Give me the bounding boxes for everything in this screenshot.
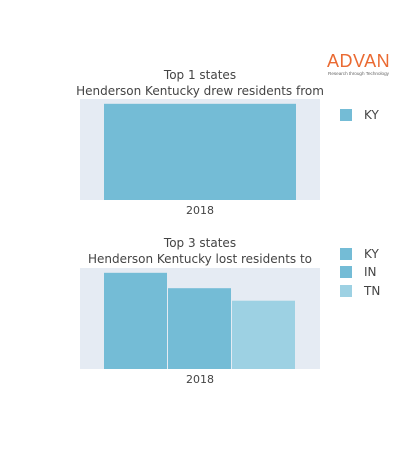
chart-2-subtitle: Henderson Kentucky lost residents to [88,252,312,266]
chart-1-legend: KY [340,108,379,122]
chart-2-legend-swatch-tn [340,285,352,297]
chart-2-title: Top 3 states [163,236,236,250]
chart-1-bars [104,103,296,200]
chart-2-bars [104,272,295,369]
chart-1-subtitle: Henderson Kentucky drew residents from [76,84,324,98]
chart-1-legend-swatch-ky [340,109,352,121]
chart-1-title: Top 1 states [163,68,236,82]
chart-2-legend: KY IN TN [340,247,380,298]
chart-2-legend-label-in: IN [364,265,377,279]
bar-ky [104,103,296,200]
chart-2-legend-label-tn: TN [363,284,380,298]
bar-in [168,288,231,369]
advan-logo: ADVAN Research through Technology [327,52,395,78]
chart-1-x-tick: 2018 [186,204,214,217]
bar-ky [104,272,167,369]
chart-2-legend-swatch-ky [340,248,352,260]
bar-tn [232,300,295,369]
logo-tagline: Research through Technology [328,71,389,76]
chart-top-lost-to: Top 3 states Henderson Kentucky lost res… [80,236,380,386]
chart-2-legend-swatch-in [340,266,352,278]
chart-2-legend-label-ky: KY [364,247,379,261]
chart-top-drew-from: Top 1 states Henderson Kentucky drew res… [76,68,379,217]
chart-1-legend-label-ky: KY [364,108,379,122]
chart-2-x-tick: 2018 [186,373,214,386]
logo-wordmark: ADVAN [327,51,391,71]
